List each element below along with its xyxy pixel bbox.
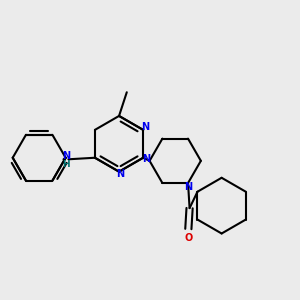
Text: N: N — [62, 151, 70, 161]
Text: N: N — [116, 169, 124, 179]
Text: H: H — [62, 160, 70, 169]
Text: N: N — [184, 182, 193, 192]
Text: N: N — [141, 122, 149, 132]
Text: N: N — [142, 154, 151, 164]
Text: O: O — [184, 233, 193, 243]
